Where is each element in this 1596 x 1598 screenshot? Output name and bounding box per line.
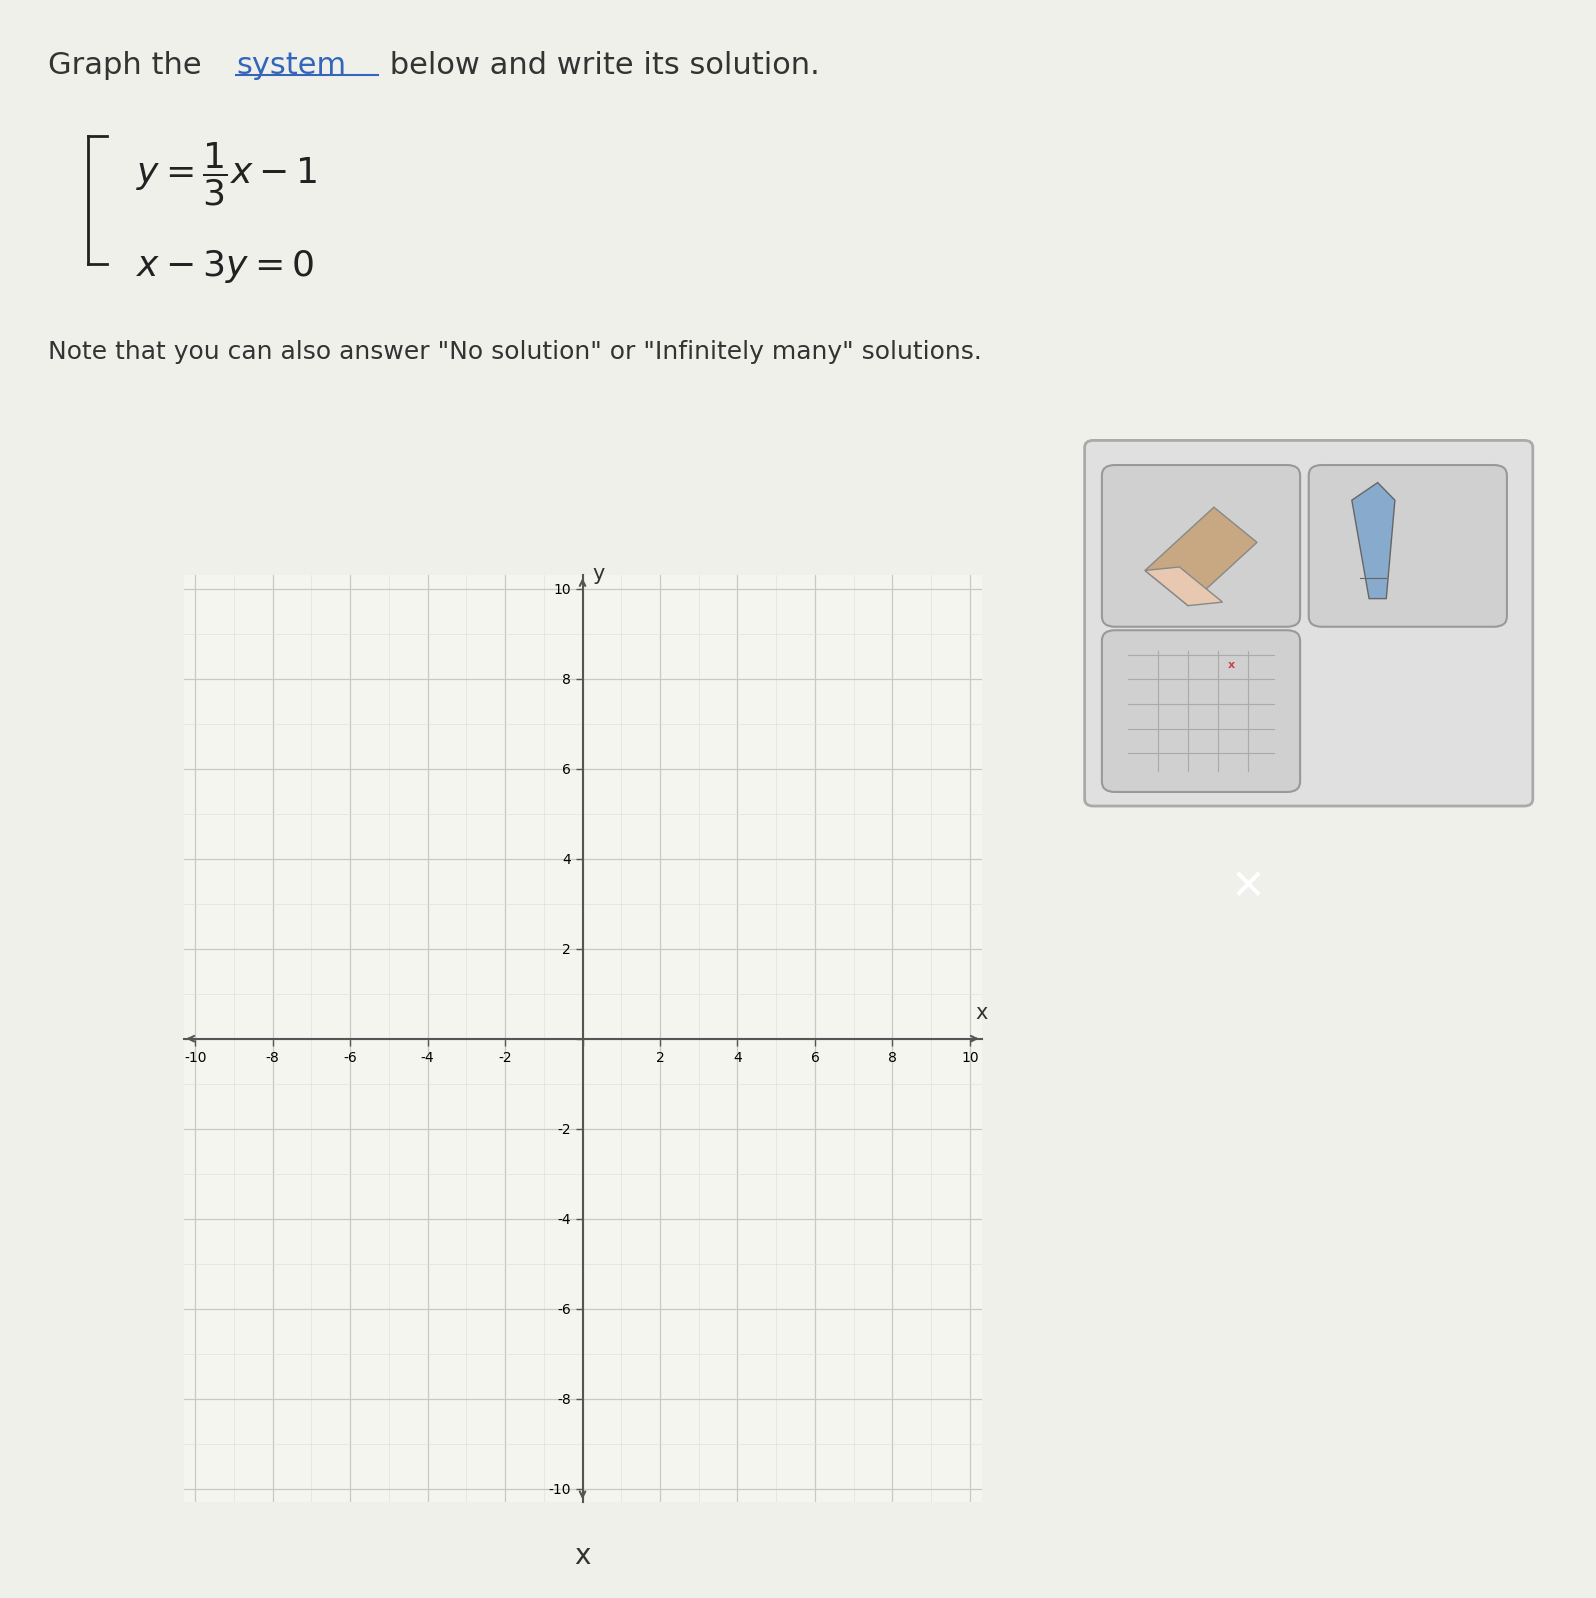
Polygon shape xyxy=(1352,483,1395,599)
Polygon shape xyxy=(1144,507,1258,606)
FancyBboxPatch shape xyxy=(1085,441,1532,805)
Text: system: system xyxy=(236,51,346,80)
FancyBboxPatch shape xyxy=(1101,465,1301,626)
Text: below and write its solution.: below and write its solution. xyxy=(380,51,820,80)
Text: ✕: ✕ xyxy=(1231,866,1266,908)
FancyBboxPatch shape xyxy=(1309,465,1507,626)
Text: x: x xyxy=(575,1542,591,1571)
Polygon shape xyxy=(1144,567,1223,606)
Text: Graph the: Graph the xyxy=(48,51,211,80)
Text: x: x xyxy=(1227,660,1235,671)
Text: $y = \dfrac{1}{3}x - 1$: $y = \dfrac{1}{3}x - 1$ xyxy=(136,141,318,208)
FancyBboxPatch shape xyxy=(1101,630,1301,793)
Text: x: x xyxy=(975,1004,988,1023)
Text: $x - 3y = 0$: $x - 3y = 0$ xyxy=(136,248,314,284)
Text: Note that you can also answer "No solution" or "Infinitely many" solutions.: Note that you can also answer "No soluti… xyxy=(48,340,982,364)
Text: y: y xyxy=(592,564,605,585)
